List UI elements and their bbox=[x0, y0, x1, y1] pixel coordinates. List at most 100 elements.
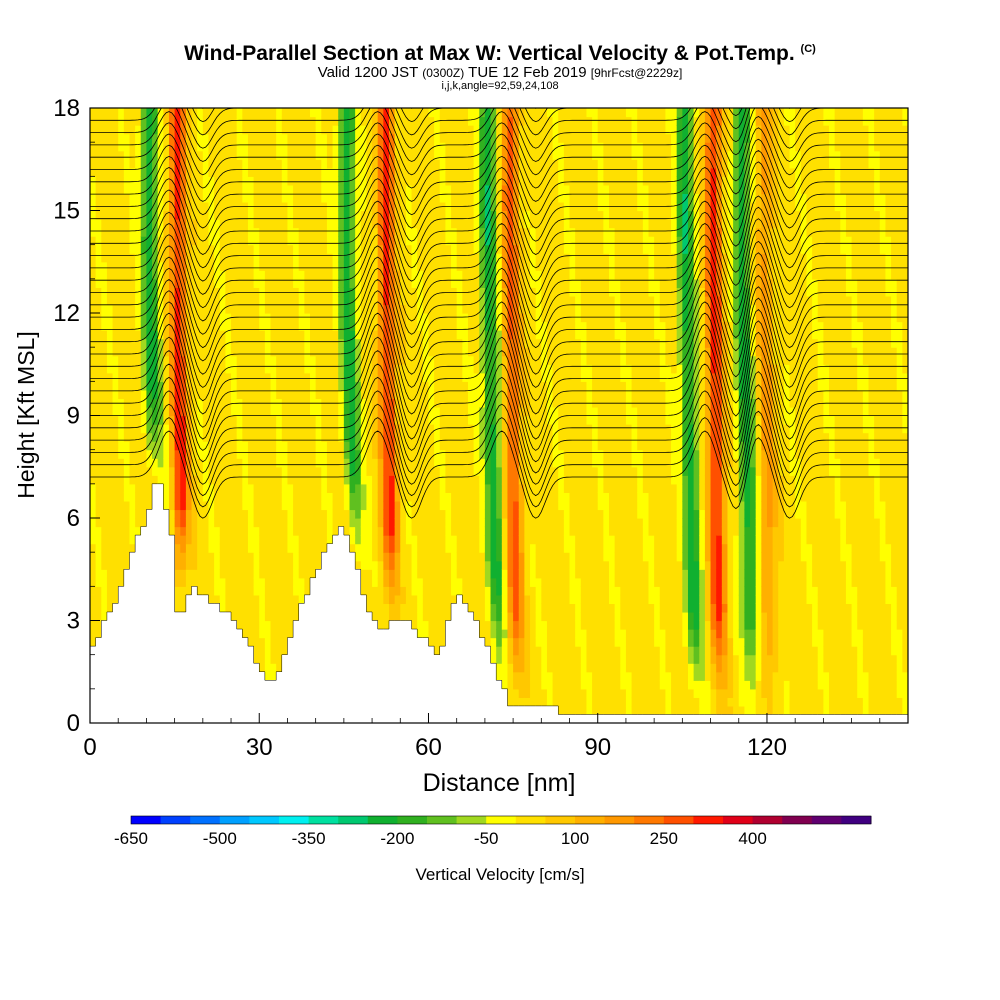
velocity-cell bbox=[247, 295, 255, 306]
velocity-cell bbox=[219, 535, 226, 545]
velocity-cell bbox=[253, 338, 260, 348]
velocity-cell bbox=[388, 577, 396, 587]
velocity-cell bbox=[456, 338, 463, 348]
velocity-cell bbox=[338, 475, 345, 485]
velocity-cell bbox=[360, 569, 368, 579]
velocity-cell bbox=[259, 321, 266, 331]
velocity-cell bbox=[422, 201, 430, 212]
velocity-cell bbox=[445, 389, 452, 400]
velocity-cell bbox=[377, 201, 384, 212]
velocity-cell bbox=[467, 184, 475, 195]
velocity-cell bbox=[163, 261, 170, 271]
velocity-cell bbox=[146, 483, 153, 493]
velocity-cell bbox=[388, 253, 396, 263]
velocity-cell bbox=[304, 210, 311, 220]
velocity-cell bbox=[439, 125, 447, 135]
velocity-cell bbox=[411, 338, 418, 348]
velocity-cell bbox=[377, 381, 384, 391]
velocity-cell bbox=[180, 509, 187, 519]
velocity-cell bbox=[338, 295, 345, 306]
velocity-cell bbox=[417, 142, 424, 152]
velocity-cell bbox=[467, 449, 475, 459]
velocity-cell bbox=[264, 629, 272, 639]
velocity-cell bbox=[310, 210, 317, 220]
velocity-cell bbox=[174, 552, 181, 562]
velocity-cell bbox=[259, 381, 266, 391]
velocity-cell bbox=[264, 663, 272, 673]
velocity-cell bbox=[434, 406, 441, 417]
velocity-cell bbox=[174, 116, 181, 126]
velocity-cell bbox=[146, 253, 153, 263]
velocity-cell bbox=[332, 347, 339, 357]
velocity-cell bbox=[112, 509, 119, 519]
velocity-cell bbox=[304, 458, 311, 468]
velocity-cell bbox=[343, 278, 351, 288]
velocity-cell bbox=[191, 466, 198, 476]
velocity-cell bbox=[247, 637, 255, 647]
velocity-cell bbox=[462, 569, 469, 579]
velocity-cell bbox=[473, 313, 480, 323]
velocity-cell bbox=[129, 543, 136, 553]
velocity-cell bbox=[270, 569, 277, 579]
velocity-cell bbox=[135, 244, 142, 254]
velocity-cell bbox=[197, 278, 204, 288]
velocity-cell bbox=[293, 330, 300, 340]
velocity-cell bbox=[95, 475, 102, 485]
velocity-cell bbox=[372, 201, 379, 212]
velocity-cell bbox=[236, 569, 243, 579]
velocity-cell bbox=[434, 244, 441, 254]
velocity-cell bbox=[434, 176, 441, 186]
velocity-cell bbox=[355, 509, 362, 519]
velocity-cell bbox=[163, 133, 170, 143]
velocity-cell bbox=[185, 330, 193, 340]
velocity-cell bbox=[383, 398, 390, 408]
velocity-cell bbox=[462, 261, 469, 271]
velocity-cell bbox=[383, 535, 390, 545]
velocity-cell bbox=[293, 364, 300, 374]
velocity-cell bbox=[377, 526, 384, 536]
velocity-cell bbox=[112, 116, 119, 126]
velocity-cell bbox=[462, 424, 469, 434]
velocity-cell bbox=[259, 244, 266, 254]
velocity-cell bbox=[90, 526, 97, 536]
velocity-cell bbox=[152, 355, 159, 365]
velocity-cell bbox=[123, 526, 131, 536]
velocity-cell bbox=[191, 338, 198, 348]
velocity-cell bbox=[208, 176, 215, 186]
velocity-cell bbox=[129, 176, 136, 186]
velocity-cell bbox=[315, 150, 322, 160]
velocity-cell bbox=[456, 586, 463, 596]
velocity-cell bbox=[349, 458, 356, 468]
velocity-cell bbox=[411, 535, 418, 545]
velocity-cell bbox=[338, 406, 345, 417]
velocity-cell bbox=[123, 560, 131, 570]
velocity-cell bbox=[434, 184, 441, 195]
velocity-cell bbox=[180, 244, 187, 254]
velocity-cell bbox=[242, 620, 249, 630]
velocity-cell bbox=[225, 415, 232, 425]
velocity-cell bbox=[405, 355, 413, 365]
velocity-cell bbox=[434, 603, 441, 613]
velocity-cell bbox=[163, 330, 170, 340]
velocity-cell bbox=[95, 586, 102, 596]
velocity-cell bbox=[467, 432, 475, 442]
velocity-cell bbox=[101, 552, 108, 562]
velocity-cell bbox=[112, 518, 119, 528]
velocity-cell bbox=[225, 492, 232, 502]
velocity-cell bbox=[95, 193, 102, 203]
velocity-cell bbox=[473, 244, 480, 254]
velocity-cell bbox=[411, 543, 418, 553]
velocity-cell bbox=[383, 603, 390, 613]
velocity-cell bbox=[140, 116, 148, 126]
velocity-cell bbox=[338, 253, 345, 263]
velocity-cell bbox=[90, 492, 97, 502]
velocity-cell bbox=[168, 304, 176, 314]
velocity-cell bbox=[90, 509, 97, 519]
velocity-cell bbox=[118, 569, 125, 579]
velocity-cell bbox=[140, 295, 148, 306]
velocity-cell bbox=[140, 278, 148, 288]
velocity-cell bbox=[242, 415, 249, 425]
velocity-cell bbox=[439, 193, 447, 203]
velocity-cell bbox=[467, 492, 475, 502]
velocity-cell bbox=[400, 594, 407, 605]
